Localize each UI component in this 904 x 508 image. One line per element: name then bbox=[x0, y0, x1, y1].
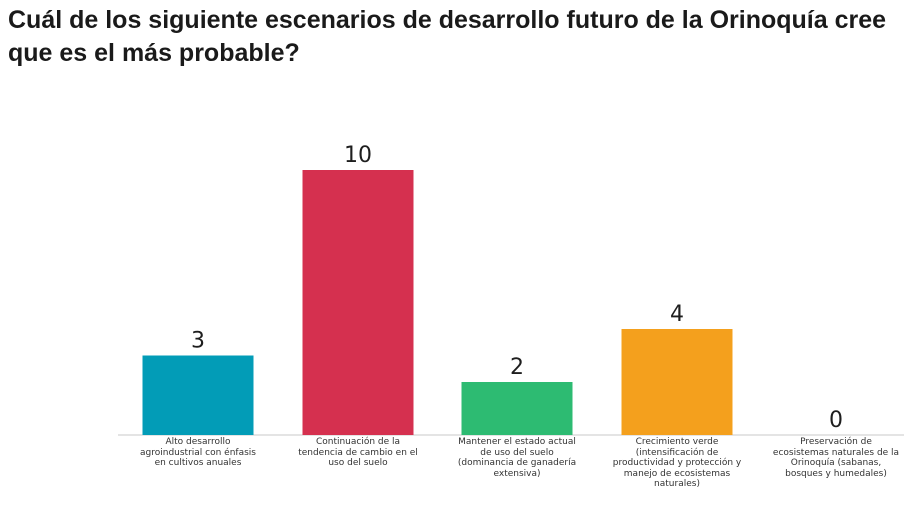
chart-title: Cuál de los siguiente escenarios de desa… bbox=[8, 6, 887, 67]
value-label-2: 10 bbox=[344, 143, 372, 168]
bar-2 bbox=[302, 170, 414, 435]
value-label-5: 0 bbox=[829, 408, 843, 433]
category-label-4: Crecimiento verde (intensificación de pr… bbox=[612, 437, 742, 489]
value-label-4: 4 bbox=[670, 302, 684, 327]
category-label-1: Alto desarrollo agroindustrial con énfas… bbox=[140, 437, 256, 468]
value-label-1: 3 bbox=[191, 329, 205, 354]
category-label-5: Preservación de ecosistemas naturales de… bbox=[772, 437, 900, 479]
bar-3 bbox=[461, 382, 573, 435]
bar-4 bbox=[621, 329, 733, 435]
category-label-3: Mantener el estado actual de uso del sue… bbox=[457, 437, 577, 479]
bar-1 bbox=[142, 355, 254, 435]
category-label-2: Continuación de la tendencia de cambio e… bbox=[298, 437, 418, 468]
value-label-3: 2 bbox=[510, 355, 524, 380]
